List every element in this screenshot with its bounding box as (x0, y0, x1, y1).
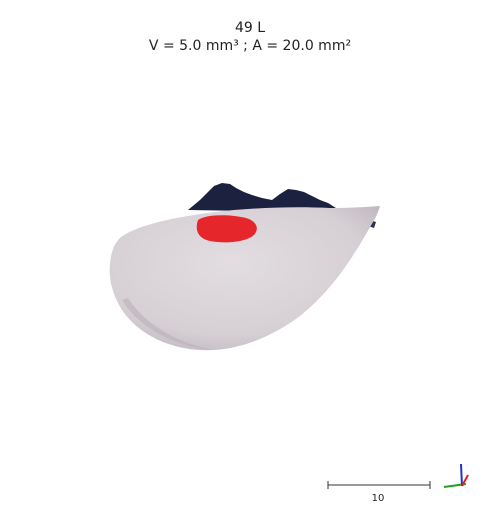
lesion-region (196, 215, 257, 243)
surface-shading (122, 298, 214, 350)
organ-surface (109, 206, 380, 351)
axis-z (461, 474, 469, 487)
figure-title: 49 L (234, 20, 266, 36)
measurement-subtitle: V = 5.0 mm³ ; A = 20.0 mm² (148, 38, 352, 54)
scale-bar-label: 10 (371, 493, 385, 504)
backside-surface (188, 183, 336, 211)
axis-y (460, 463, 463, 487)
